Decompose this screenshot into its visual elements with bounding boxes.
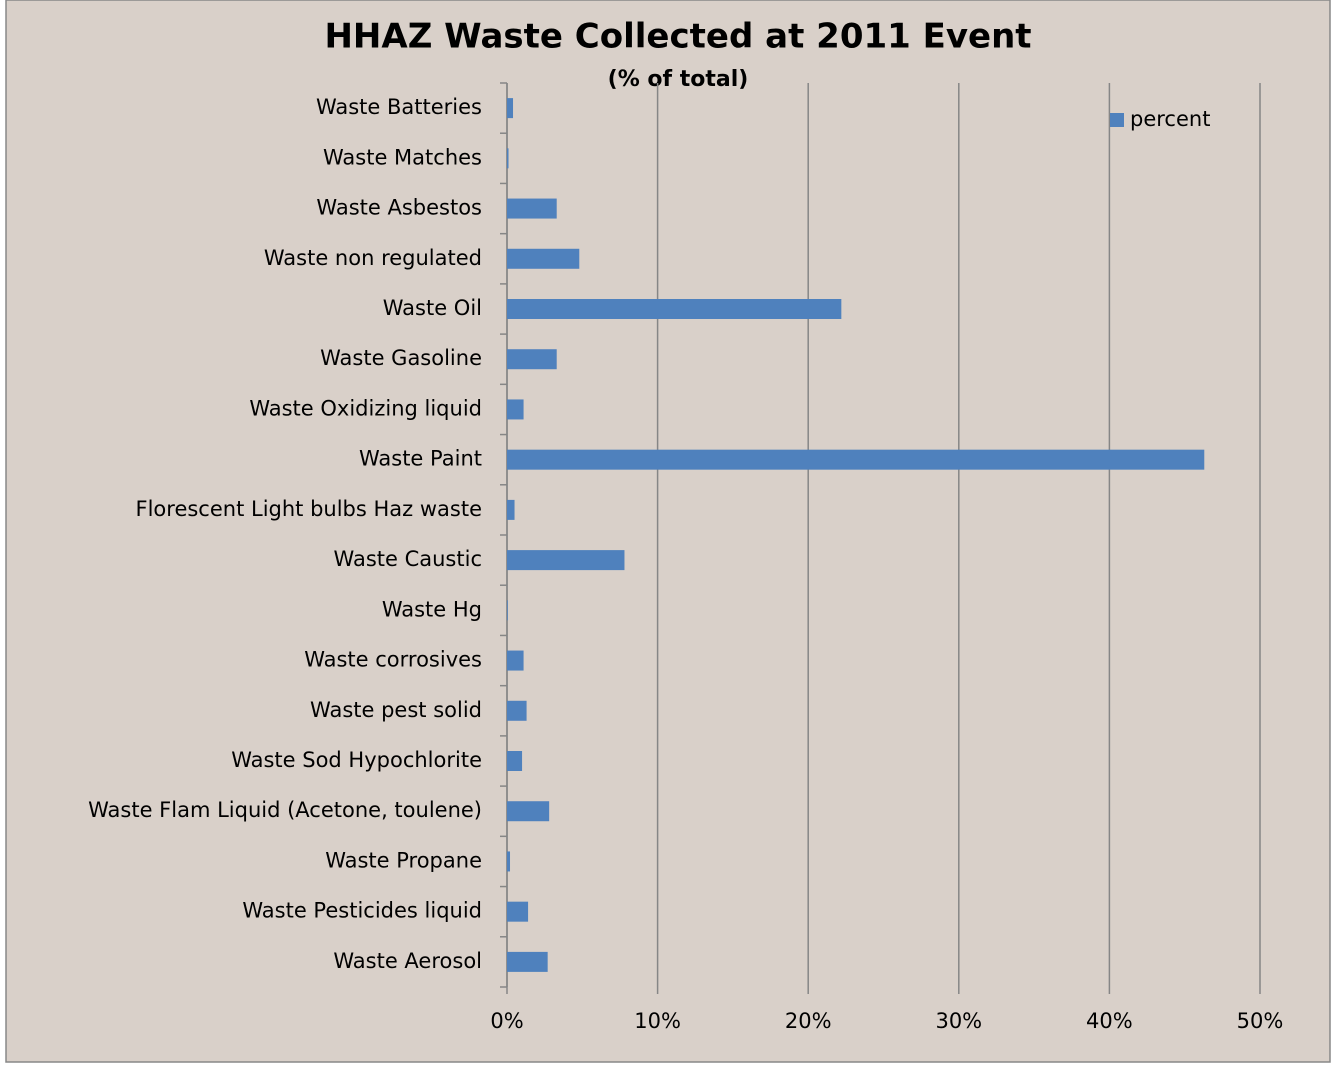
y-tick-label: Waste Flam Liquid (Acetone, toulene) — [88, 798, 482, 822]
y-tick-label: Waste Asbestos — [316, 196, 482, 220]
chart-title: HHAZ Waste Collected at 2011 Event — [324, 17, 1031, 57]
x-tick-label: 20% — [785, 1009, 832, 1033]
y-tick-label: Waste pest solid — [310, 698, 482, 722]
x-tick-label: 10% — [634, 1009, 681, 1033]
y-tick-label: Waste Paint — [359, 447, 482, 471]
bar — [507, 198, 557, 219]
y-tick-label: Waste Caustic — [334, 547, 482, 571]
y-tick-label: Waste Matches — [323, 145, 482, 169]
y-tick-label: Waste Oil — [383, 296, 482, 320]
bar — [507, 449, 1205, 470]
bar — [507, 248, 580, 269]
legend-label: percent — [1130, 107, 1210, 131]
bar — [507, 700, 527, 721]
y-tick-label: Waste corrosives — [304, 648, 482, 672]
y-tick-label: Waste Pesticides liquid — [242, 899, 482, 923]
bar — [507, 650, 524, 671]
y-tick-label: Waste Oxidizing liquid — [249, 396, 482, 420]
x-tick-label: 0% — [490, 1009, 523, 1033]
bar — [507, 550, 625, 571]
bar — [507, 801, 550, 822]
y-tick-label: Waste Aerosol — [333, 949, 482, 973]
x-tick-label: 30% — [935, 1009, 982, 1033]
bar — [507, 299, 842, 319]
y-tick-label: Waste Batteries — [316, 95, 482, 119]
bar — [507, 349, 557, 370]
y-tick-label: Waste non regulated — [264, 246, 482, 270]
bar — [507, 851, 511, 872]
bar — [507, 499, 515, 520]
y-tick-label: Waste Sod Hypochlorite — [231, 748, 482, 772]
bar — [507, 600, 508, 621]
x-tick-label: 50% — [1237, 1009, 1284, 1033]
y-tick-label: Waste Gasoline — [320, 346, 482, 370]
y-tick-label: Waste Propane — [325, 848, 482, 872]
x-tick-label: 40% — [1086, 1009, 1133, 1033]
chart-area — [5, 0, 1331, 1063]
bar — [507, 98, 514, 119]
bar — [507, 399, 524, 420]
bar — [507, 751, 523, 771]
chart-subtitle: (% of total) — [608, 67, 749, 92]
bar — [507, 901, 529, 922]
bar — [507, 951, 548, 972]
bar — [507, 148, 509, 169]
legend-swatch — [1110, 113, 1124, 127]
y-tick-label: Florescent Light bulbs Haz waste — [136, 497, 482, 521]
y-tick-label: Waste Hg — [382, 597, 482, 621]
